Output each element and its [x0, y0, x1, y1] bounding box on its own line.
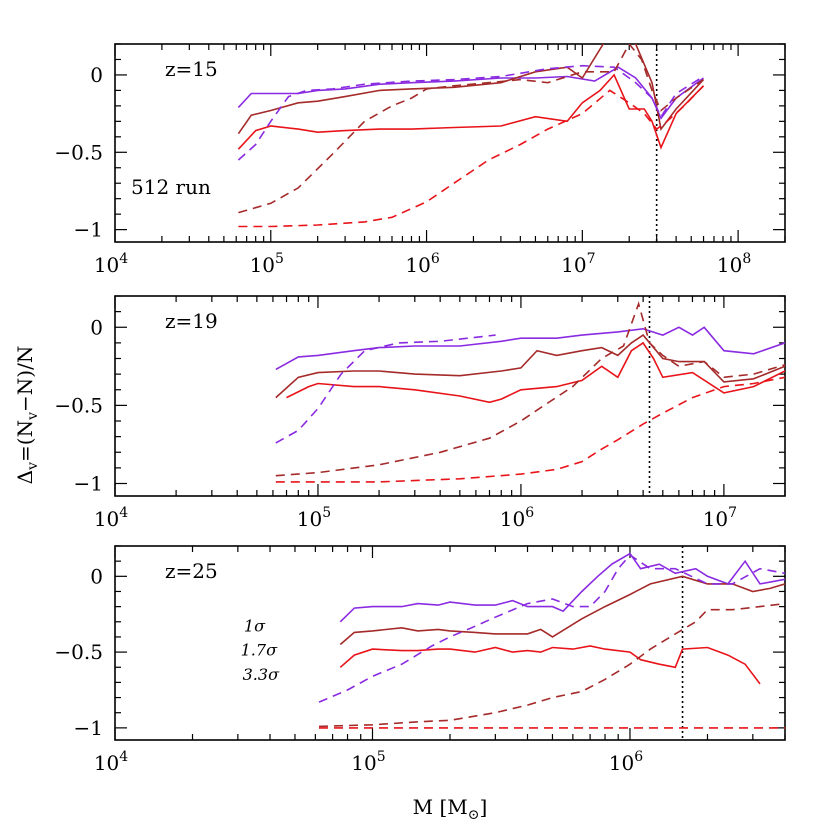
run-annotation: 512 run [131, 175, 211, 199]
series-group [318, 552, 785, 729]
x-tick-label: 105 [297, 505, 331, 531]
panel-label: z=15 [165, 57, 218, 81]
series-red-dashed [275, 376, 785, 483]
series-purple-solid [339, 552, 785, 623]
y-tick-label: −0.5 [54, 393, 103, 417]
series-purple-solid [237, 66, 704, 120]
panel-z-25: 104 105 106 0 −0.5 −1 z=25 1σ 1.7σ 3.3σ [54, 545, 786, 775]
sigma-label: 3.3σ [243, 665, 280, 684]
sigma-label: 1σ [244, 616, 266, 635]
series-purple-dashed [275, 334, 496, 444]
series-group [237, 44, 705, 228]
panel-label: z=19 [165, 309, 218, 333]
x-tick-label: 105 [250, 251, 284, 277]
x-tick-label: 105 [351, 749, 385, 775]
plot-frame [114, 43, 786, 243]
x-tick-label: 104 [94, 251, 128, 277]
x-axis-label: M [M⊙] [413, 795, 488, 823]
series-purple-dashed [237, 64, 704, 161]
panel-label: z=25 [165, 559, 218, 583]
series-brown-dashed [318, 602, 785, 728]
plot-frame [114, 295, 786, 497]
y-tick-label: −1 [74, 472, 103, 496]
panel-z-15: 104 105 106 107 108 0 −0.5 −1 z=15 512 run [54, 43, 786, 277]
y-tick-label: −1 [74, 716, 103, 740]
x-tick-label: 106 [609, 749, 643, 775]
y-tick-label: 0 [90, 315, 103, 339]
x-tick-label: 107 [561, 251, 595, 277]
sigma-label: 1.7σ [241, 641, 278, 660]
y-tick-label: 0 [90, 63, 103, 87]
series-red-solid [339, 645, 761, 685]
series-red-dashed [238, 85, 705, 228]
series-group [275, 301, 785, 483]
panel-z-19: 104 105 106 107 0 −0.5 −1 z=19 [54, 295, 786, 531]
series-brown-solid [237, 44, 705, 135]
x-tick-label: 108 [717, 251, 751, 277]
series-red-solid [286, 341, 785, 404]
series-red-solid [237, 73, 705, 150]
y-axis-label: Δv=(Nv−N)/N [13, 346, 41, 485]
y-tick-label: −0.5 [54, 640, 103, 664]
x-tick-label: 104 [94, 749, 128, 775]
y-tick-label: 0 [90, 564, 103, 588]
series-purple-dashed [318, 554, 785, 703]
y-tick-label: −0.5 [54, 140, 103, 164]
y-tick-label: −1 [74, 218, 103, 242]
x-tick-label: 106 [500, 505, 534, 531]
series-purple-solid [275, 326, 785, 371]
x-tick-label: 104 [94, 505, 128, 531]
series-brown-dashed [238, 44, 704, 214]
series-brown-dashed [275, 301, 785, 477]
x-tick-label: 106 [405, 251, 439, 277]
series-brown-solid [275, 334, 785, 399]
x-tick-label: 107 [703, 505, 737, 531]
